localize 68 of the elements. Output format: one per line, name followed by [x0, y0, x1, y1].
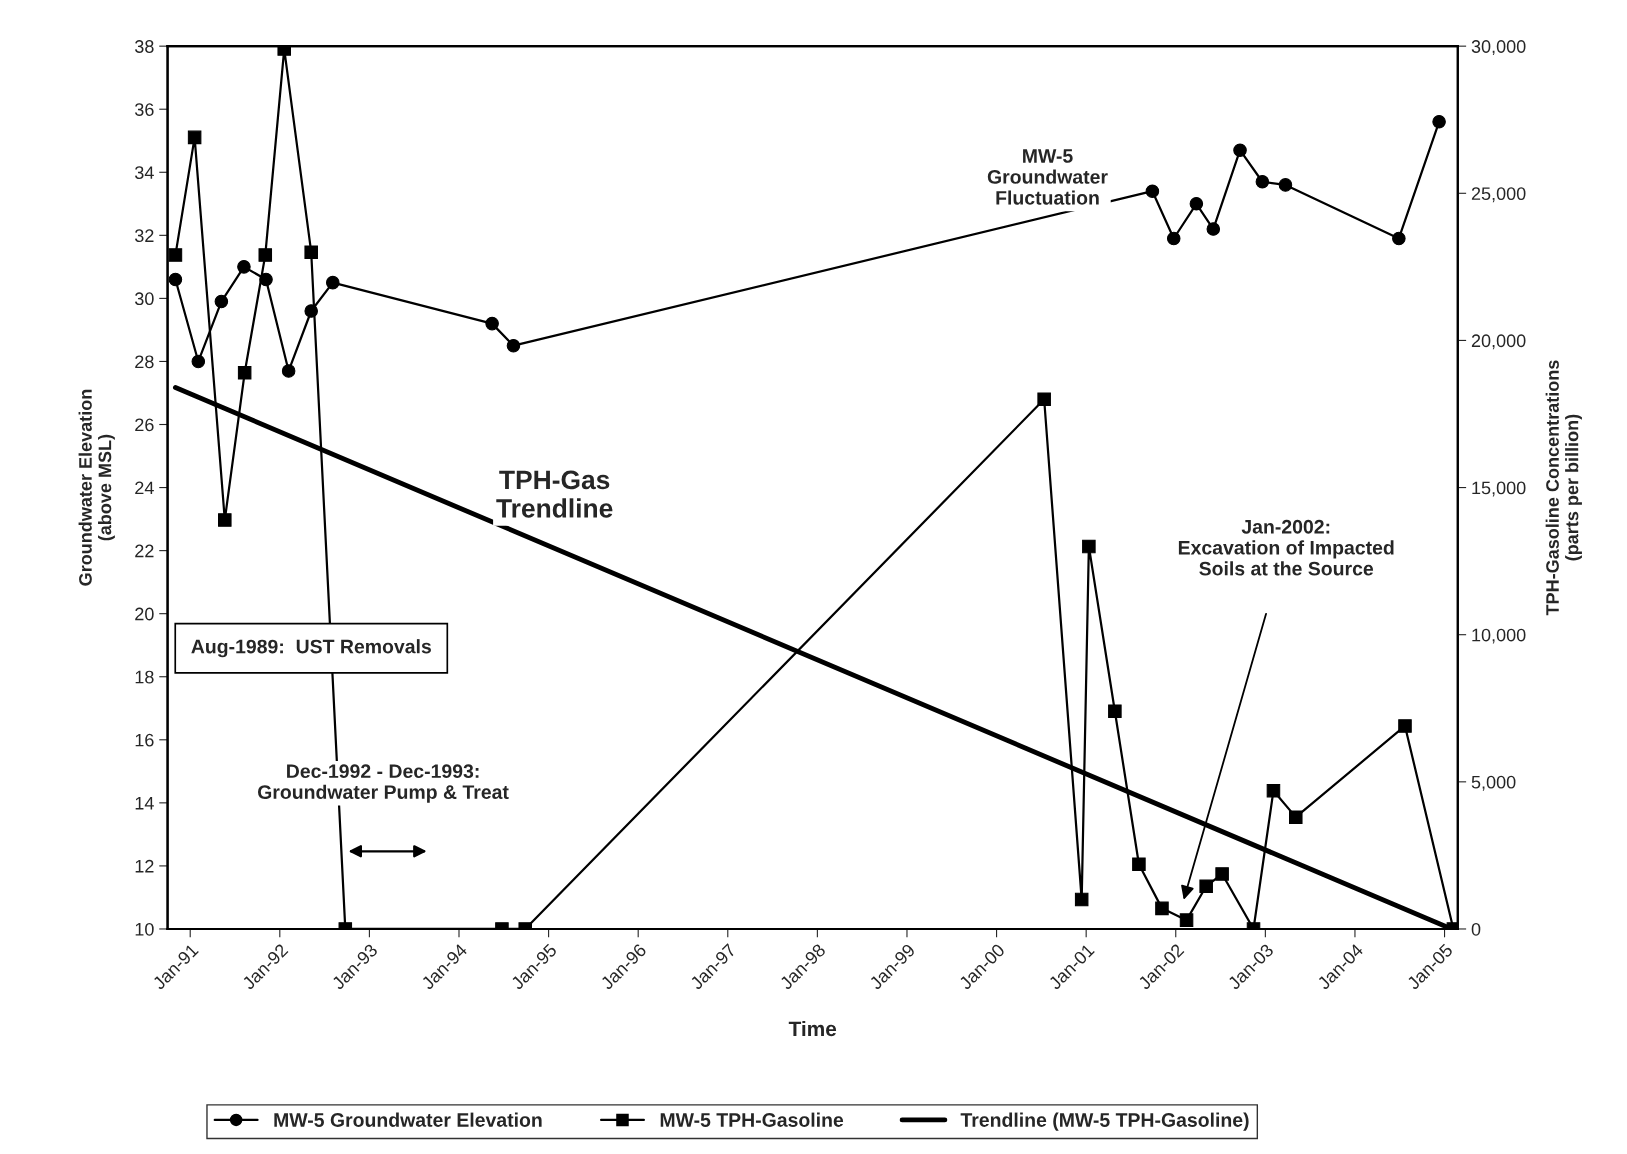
y-tick-label: 24: [135, 481, 154, 495]
point: [1037, 392, 1051, 407]
point: [218, 513, 232, 527]
point: [1233, 143, 1247, 157]
y2-axis-title: TPH-Gasoline Concentrations (parts per billion): [1545, 360, 1582, 616]
point: [326, 275, 340, 290]
y-tick-label: 20: [135, 607, 154, 621]
y-tick-label: 34: [134, 166, 154, 179]
x-axis-title: Time: [788, 1020, 837, 1037]
point: [485, 316, 499, 331]
point: [1074, 892, 1089, 907]
annotation: TPH-Gas Trendline: [496, 470, 613, 518]
legend-label: MW-5 Groundwater Elevation: [274, 1112, 542, 1127]
point: [1145, 184, 1160, 198]
point: [1166, 231, 1181, 246]
y2-tick-label: 15,000: [1472, 481, 1526, 497]
point: [1155, 901, 1169, 916]
y-tick-label: 28: [135, 355, 154, 369]
y-tick-label: 26: [135, 418, 154, 432]
y-tick-label: 16: [135, 733, 154, 747]
point: [168, 272, 183, 287]
y-tick-label: 32: [134, 229, 154, 243]
point: [187, 130, 202, 145]
legend-label: Trendline (MW-5 TPH-Gasoline): [960, 1112, 1249, 1131]
point: [237, 366, 252, 380]
point: [1215, 867, 1229, 881]
point: [506, 338, 521, 353]
point: [304, 245, 318, 259]
point: [1266, 783, 1281, 798]
point: [214, 294, 229, 309]
y2-tick-label: 10,000: [1472, 628, 1526, 644]
y-tick-label: 14: [135, 796, 154, 810]
point: [1199, 879, 1213, 894]
y-axis-title: Groundwater Elevation (above MSL): [78, 389, 115, 586]
point: [1278, 178, 1293, 192]
point: [168, 248, 183, 262]
y2-tick-label: 5,000: [1471, 775, 1516, 791]
point: [237, 260, 251, 274]
annotation: MW-5 Groundwater Fluctuation: [987, 149, 1108, 205]
point: [1398, 719, 1412, 733]
y2-tick-label: 25,000: [1471, 187, 1526, 203]
point: [1255, 174, 1270, 189]
annotation: Jan-2002: Excavation of Impacted Soils at the Source: [1178, 519, 1394, 576]
point: [258, 248, 273, 262]
point: [281, 364, 296, 378]
annotation: Dec-1992 - Dec-1993: Groundwater Pump & Treat: [257, 764, 509, 803]
y-tick-label: 22: [135, 544, 154, 558]
y-tick-label: 18: [135, 670, 154, 684]
y-tick-label: 12: [135, 859, 154, 873]
y2-tick-label: 20,000: [1471, 334, 1526, 350]
annotation: Aug-1989: UST Removals: [191, 639, 431, 658]
y-tick-label: 30: [134, 292, 154, 306]
y2-tick-label: 30,000: [1471, 40, 1526, 56]
y-tick-label: 36: [134, 103, 154, 116]
y-tick-label: 38: [134, 40, 154, 53]
point: [191, 354, 206, 369]
point: [1432, 115, 1446, 129]
point: [1392, 231, 1406, 246]
point: [1189, 197, 1204, 211]
point: [1289, 810, 1303, 824]
y2-tick-label: 0: [1471, 922, 1481, 936]
point: [1132, 857, 1146, 871]
point: [1082, 539, 1096, 554]
legend-label: MW-5 TPH-Gasoline: [660, 1112, 844, 1127]
y-tick-label: 10: [135, 922, 154, 936]
point: [1206, 222, 1221, 236]
point: [1108, 704, 1122, 718]
point: [1179, 913, 1194, 927]
